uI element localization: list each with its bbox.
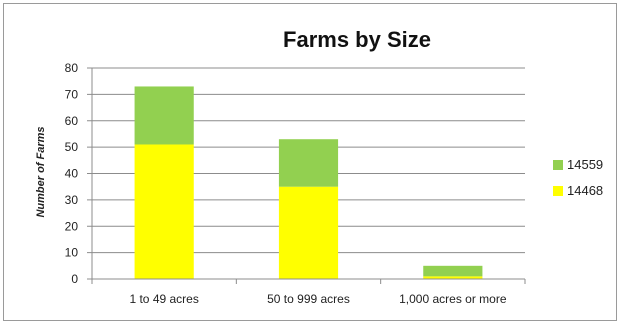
legend-label: 14559 — [567, 157, 603, 172]
x-category-label: 1,000 acres or more — [399, 292, 507, 306]
bar-segment — [278, 186, 339, 279]
legend-swatch — [553, 186, 563, 196]
bars — [134, 86, 483, 279]
bar-segment — [134, 86, 194, 145]
bar-segment — [134, 144, 194, 279]
y-tick-label: 60 — [65, 114, 79, 128]
y-tick-label: 50 — [65, 140, 79, 154]
legend-swatch — [553, 160, 563, 170]
bar-segment — [423, 265, 483, 277]
bar-segment — [423, 276, 483, 279]
legend: 14559 14468 — [553, 157, 603, 198]
y-tick-label: 0 — [71, 272, 78, 286]
x-category-label: 1 to 49 acres — [129, 292, 198, 306]
y-tick-label: 10 — [65, 246, 79, 260]
y-tick-labels: 0 10 20 30 40 50 60 70 80 — [65, 61, 79, 286]
y-tick-label: 30 — [65, 193, 79, 207]
x-category-labels: 1 to 49 acres 50 to 999 acres 1,000 acres … — [129, 292, 506, 306]
axes — [91, 68, 526, 284]
y-tick-label: 70 — [65, 87, 79, 101]
chart-title: Farms by Size — [283, 27, 431, 52]
y-tick-label: 80 — [65, 61, 79, 75]
bar-segment — [278, 139, 339, 187]
y-axis-label: Number of Farms — [35, 126, 47, 217]
y-tick-label: 20 — [65, 219, 79, 233]
y-tick-label: 40 — [65, 167, 79, 181]
legend-label: 14468 — [567, 183, 603, 198]
x-category-label: 50 to 999 acres — [267, 292, 350, 306]
